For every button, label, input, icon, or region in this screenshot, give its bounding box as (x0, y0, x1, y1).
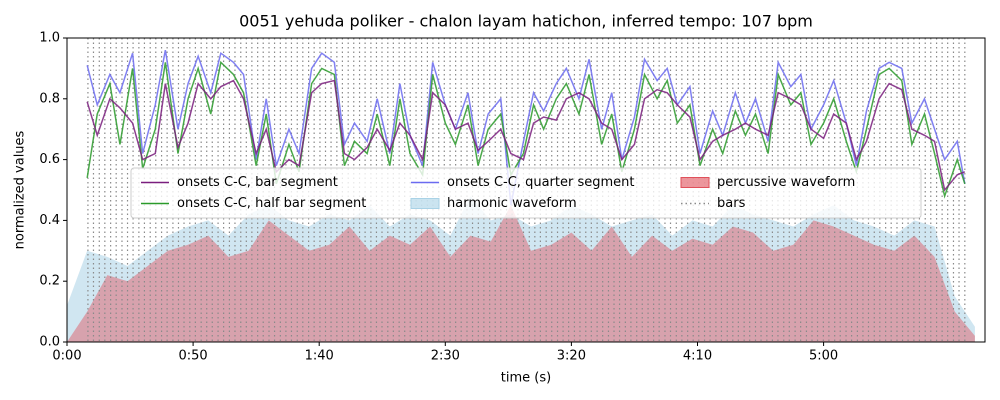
legend-label: bars (717, 196, 746, 211)
y-axis-label: normalized values (13, 130, 28, 249)
x-tick-label: 5:00 (809, 349, 838, 364)
legend-label: percussive waveform (717, 175, 855, 190)
onset-line (86, 79, 966, 192)
legend-label: harmonic waveform (447, 196, 577, 211)
x-tick-label: 0:50 (178, 349, 207, 364)
plot-frame (66, 37, 986, 343)
x-tick-label: 4:10 (683, 349, 712, 364)
legend-label: onsets C-C, bar segment (177, 175, 338, 190)
x-tick-label: 3:20 (557, 349, 586, 364)
waveform-area (67, 196, 975, 342)
legend-box (130, 167, 922, 219)
legend-label: onsets C-C, half bar segment (177, 196, 366, 211)
y-tick-label: 0.8 (39, 91, 60, 106)
onset-line (86, 50, 966, 206)
y-tick-label: 0.0 (39, 335, 60, 350)
x-tick-label: 0:00 (52, 349, 81, 364)
waveform-area (67, 205, 975, 342)
y-tick-label: 0.2 (39, 274, 60, 289)
legend-label: onsets C-C, quarter segment (447, 175, 634, 190)
x-tick-label: 2:30 (431, 349, 460, 364)
legend-swatch (680, 177, 710, 188)
x-axis-label: time (s) (501, 371, 551, 386)
legend-swatch (410, 198, 440, 209)
y-tick-label: 1.0 (39, 31, 60, 46)
y-tick-label: 0.6 (39, 152, 60, 167)
onset-line (86, 60, 966, 199)
y-tick-label: 0.4 (39, 213, 60, 228)
x-tick-label: 1:40 (305, 349, 334, 364)
chart-title: 0051 yehuda poliker - chalon layam hatic… (239, 12, 813, 31)
